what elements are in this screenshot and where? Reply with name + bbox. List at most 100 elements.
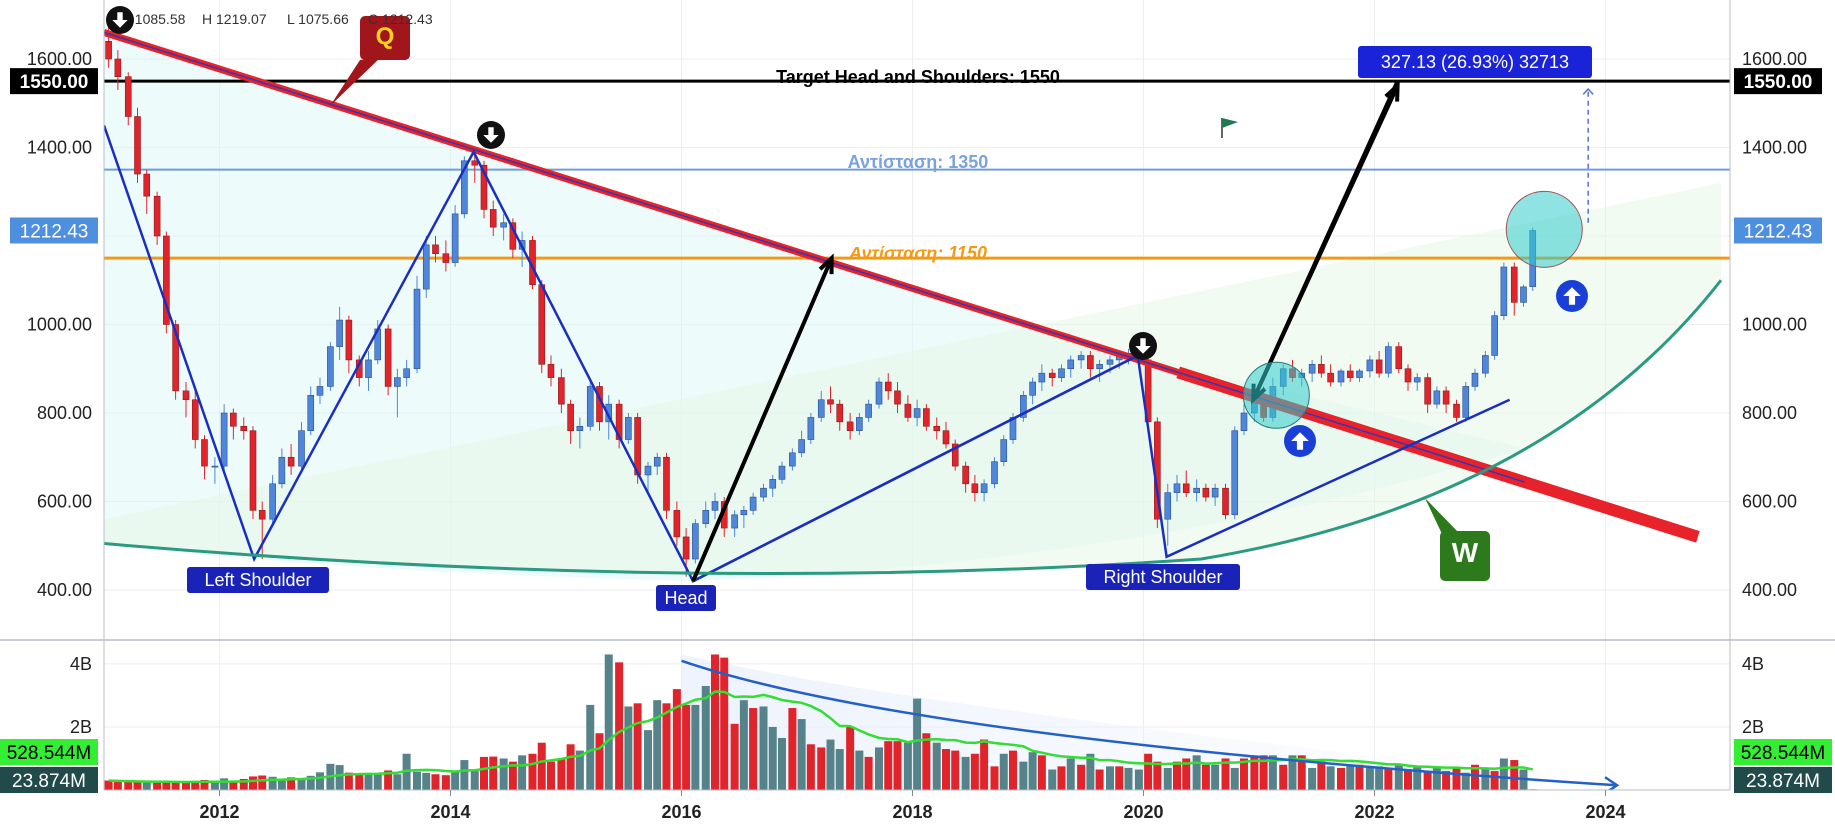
price-tick-right: 400.00	[1742, 580, 1797, 600]
candle-body	[327, 346, 334, 387]
volume-bar	[777, 737, 786, 790]
volume-bar	[546, 761, 555, 790]
candle-body	[269, 483, 276, 520]
candle-body	[1500, 266, 1508, 316]
candle-body	[933, 425, 941, 431]
volume-bar	[826, 739, 835, 790]
candle-body	[258, 510, 266, 520]
candle-body	[615, 403, 623, 440]
candle-body	[1318, 364, 1325, 374]
candle-body	[1240, 412, 1248, 432]
volume-bar	[451, 771, 460, 790]
volume-bar	[499, 758, 508, 790]
volume-bar	[1288, 755, 1297, 790]
volume-bar	[1375, 766, 1384, 790]
volume-bar	[1144, 753, 1153, 790]
candle-body	[1193, 487, 1200, 493]
candle-body	[1164, 492, 1172, 520]
measure-label: 327.13 (26.93%) 32713	[1381, 52, 1569, 72]
candle-body	[769, 479, 777, 489]
candle-body	[1337, 370, 1345, 383]
volume-bar	[1192, 755, 1201, 790]
volume-bar	[941, 749, 950, 790]
volume-bar	[768, 726, 777, 790]
candle-body	[316, 386, 324, 396]
volume-bar	[759, 706, 768, 790]
volume-bar	[1153, 761, 1162, 790]
volume-bar	[615, 662, 624, 790]
volume-bar	[1394, 764, 1403, 790]
volume-bar	[701, 685, 710, 790]
volume-bar	[489, 756, 498, 790]
volume-bar	[1077, 764, 1086, 790]
volume-bar	[422, 772, 431, 790]
volume-bar	[393, 774, 402, 790]
volume-bar	[586, 704, 595, 790]
candle-body	[875, 381, 883, 405]
candle-body	[1182, 483, 1190, 493]
time-tick-label: 2018	[892, 802, 932, 822]
volume-bar	[951, 750, 960, 790]
volume-bar	[1008, 750, 1017, 790]
volume-bar	[1337, 767, 1346, 790]
w-pointer	[1425, 498, 1458, 534]
price-badge-right	[1734, 217, 1822, 244]
volume-bar	[191, 781, 200, 790]
projection-arrow-up	[1251, 84, 1400, 401]
flag-icon-cloth	[1222, 118, 1238, 128]
candle-body	[817, 399, 825, 418]
volume-bar	[373, 774, 382, 790]
volume-trend-curve	[681, 659, 1618, 787]
candle-body	[1308, 364, 1316, 374]
candle-body	[114, 58, 122, 78]
volume-badge-right-label: 23.874M	[1746, 771, 1820, 792]
volume-bar	[644, 730, 653, 790]
price-badge-left-label: 1212.43	[20, 221, 89, 242]
candle-body	[547, 364, 555, 378]
head-target-arrow-head	[818, 253, 834, 275]
volume-bar	[1019, 761, 1028, 790]
candle-body	[1462, 386, 1470, 418]
volume-bar	[1124, 767, 1133, 790]
candle-body	[1375, 359, 1383, 374]
arrow-down-icon-glyph	[1135, 338, 1151, 354]
target-label: Target Head and Shoulders: 1550	[776, 67, 1060, 87]
volume-bar	[528, 753, 537, 790]
candle-body	[191, 399, 199, 440]
candle-body	[422, 244, 430, 290]
candle-body	[856, 417, 863, 431]
candle-body	[673, 510, 681, 538]
volume-bar	[171, 782, 180, 790]
volume-bar	[1134, 769, 1143, 790]
candle-body	[489, 209, 497, 228]
candle-body	[1096, 364, 1103, 370]
price-badge-right-label: 1550.00	[1744, 72, 1813, 93]
volume-bar	[1211, 764, 1220, 790]
candle-body	[1020, 394, 1027, 418]
candle-body	[807, 417, 815, 440]
volume-bar	[508, 761, 517, 790]
measure-arrow-head	[1582, 87, 1594, 95]
right-shoulder-tag: Right Shoulder	[1086, 564, 1240, 590]
price-tick-left: 400.00	[37, 580, 92, 600]
candle-body	[760, 487, 767, 498]
candle-body	[105, 40, 112, 60]
candle-body	[307, 394, 315, 431]
volume-bar	[162, 781, 171, 790]
candle-body	[1453, 403, 1460, 418]
price-tick-right: 1000.00	[1742, 315, 1807, 335]
volume-badge-left	[0, 739, 98, 765]
candle-body	[586, 386, 594, 427]
candle-body	[1106, 359, 1114, 365]
candle-body	[365, 359, 372, 378]
candle-body	[1424, 377, 1431, 405]
volume-bar	[749, 708, 758, 790]
candle-body	[432, 244, 439, 255]
candle-body	[143, 173, 151, 197]
candle-body	[220, 412, 228, 467]
candle-body	[740, 510, 748, 516]
volume-bar	[1279, 764, 1288, 790]
volume-bar	[1163, 767, 1172, 790]
volume-bar	[913, 698, 922, 790]
